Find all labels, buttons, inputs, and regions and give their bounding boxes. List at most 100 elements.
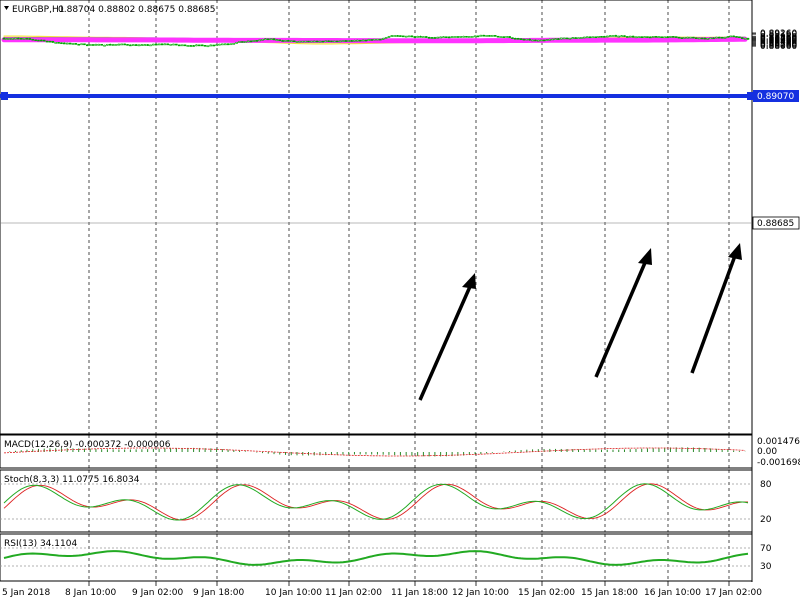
resistance-line-handle[interactable] <box>1 92 8 100</box>
candle-body <box>611 35 615 37</box>
price-tick-label: 0.88360 <box>760 39 797 49</box>
candle-body <box>600 36 603 38</box>
candle-body <box>525 38 529 41</box>
candle-body <box>310 40 313 43</box>
candle-body <box>422 36 425 38</box>
stoch-label: Stoch(8,3,3) 11.0775 16.8034 <box>4 475 140 485</box>
candle-body <box>37 39 40 42</box>
candle-body <box>203 45 207 47</box>
chevron-down-icon[interactable] <box>4 6 9 10</box>
candle-body <box>594 36 598 39</box>
candle-body <box>559 37 563 40</box>
candle-body <box>370 39 373 41</box>
candle-body <box>542 39 546 42</box>
candle-body <box>585 36 589 39</box>
candle-body <box>17 37 20 40</box>
candle-body <box>111 44 115 46</box>
candle-body <box>14 37 17 40</box>
candle-body <box>528 38 531 41</box>
time-tick-label: 10 Jan 10:00 <box>265 588 322 598</box>
candle-body <box>266 38 270 41</box>
candle-body <box>86 44 89 47</box>
annotation-arrows <box>418 243 742 401</box>
candle-body <box>692 36 695 39</box>
candle-body <box>157 43 161 46</box>
resistance-line-handle-right[interactable] <box>747 92 754 100</box>
candle-body <box>379 38 382 41</box>
candle-body <box>672 36 675 38</box>
candle-body <box>729 35 733 38</box>
candle-body <box>215 44 218 47</box>
candle-body <box>74 43 78 45</box>
candle-body <box>341 40 345 42</box>
candle-body <box>212 44 215 47</box>
candle-body <box>65 42 69 45</box>
candle-body <box>307 40 310 43</box>
candle-body <box>720 36 724 39</box>
candle-body <box>218 43 221 46</box>
candle-body <box>703 37 707 40</box>
candle-body <box>97 44 101 46</box>
candle-body <box>545 39 549 41</box>
candle-body <box>189 45 193 47</box>
candle-body <box>91 44 95 46</box>
candle-body <box>623 35 626 37</box>
candle-body <box>603 36 606 38</box>
candle-body <box>680 37 684 39</box>
candle-body <box>626 36 629 38</box>
rsi-tick-70: 70 <box>760 544 772 554</box>
candle-body <box>723 37 727 39</box>
candle-body <box>482 34 486 37</box>
candle-body <box>301 40 305 43</box>
candle-body <box>152 43 155 46</box>
candle-body <box>146 44 149 46</box>
candle-body <box>330 40 333 43</box>
candle-body <box>689 36 692 39</box>
price-tick-label: 0.88060 <box>760 42 797 52</box>
rsi-tick-30: 30 <box>760 562 772 572</box>
stoch-tick-80: 80 <box>760 480 772 490</box>
candle-body <box>129 44 132 47</box>
stoch-main-line <box>3 483 749 521</box>
candle-body <box>476 35 480 38</box>
candle-body <box>364 39 368 42</box>
current-price-label: 0.88685 <box>757 219 794 229</box>
chart-header: EURGBP,H1 0.88704 0.88802 0.88675 0.8868… <box>4 5 215 15</box>
price-tick-label: 0.88460 <box>760 38 797 48</box>
candle-body <box>577 37 580 39</box>
candle-body <box>450 36 454 38</box>
candle-body <box>617 35 621 38</box>
time-tick-label: 12 Jan 10:00 <box>452 588 509 598</box>
candle-body <box>373 38 376 41</box>
candle-body <box>390 35 394 37</box>
candle-body <box>640 36 644 38</box>
candle-body <box>396 35 399 37</box>
candle-body <box>63 42 66 45</box>
candle-body <box>344 40 348 42</box>
candle-body <box>738 36 741 39</box>
candle-body <box>367 39 371 41</box>
candle-body <box>103 44 106 47</box>
macd-signal <box>3 447 746 457</box>
candle-body <box>264 38 267 41</box>
time-tick-label: 11 Jan 02:00 <box>325 588 382 598</box>
price-axis: 0.892600.891600.889600.888600.887600.886… <box>752 29 797 52</box>
candle-body <box>108 43 112 46</box>
candle-body <box>223 43 227 46</box>
candle-body <box>206 45 210 48</box>
candle-body <box>333 40 336 43</box>
candle-body <box>712 37 715 40</box>
arrow-3-shaft <box>690 252 738 374</box>
candle-body <box>269 38 273 41</box>
candle-body <box>324 40 328 43</box>
candle-body <box>272 38 276 41</box>
candle-body <box>149 44 152 47</box>
candle-body <box>163 43 167 46</box>
candle-body <box>143 44 147 46</box>
candle-body <box>715 36 718 39</box>
candle-body <box>649 36 652 39</box>
candle-body <box>209 44 213 47</box>
resistance-level <box>0 92 754 100</box>
macd-tick-zero: 0.00 <box>757 447 777 457</box>
